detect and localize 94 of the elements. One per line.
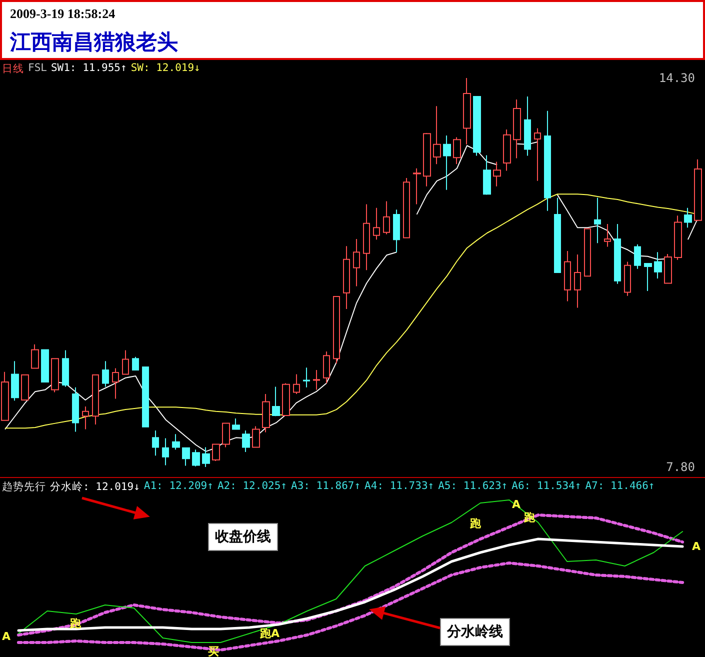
candlestick [303,367,310,388]
candlestick [684,207,692,228]
annotation: 分水岭线 [440,618,510,646]
text: 分水岭: 12.019↓ [50,480,140,494]
candlestick [493,161,501,187]
candlestick [102,360,109,388]
candlestick [634,244,641,270]
candlestick [182,447,190,466]
candlestick [664,253,672,284]
candlestick [423,132,431,187]
candlestick [463,78,471,145]
candlestick [162,438,169,466]
candlestick [232,418,240,430]
candlestick [453,136,461,165]
chart-title: 江西南昌猎狼老头 [10,28,178,56]
text: FSL [28,62,47,76]
candlestick [41,349,49,383]
text: A6: 11.534↑ [512,480,582,494]
candlestick [1,371,9,421]
candlestick [393,209,400,253]
candlestick [584,228,591,277]
chart-subtitle: 2009-3-19 18:58:24 [10,6,116,22]
candlestick [112,368,119,400]
candlestick [122,350,129,375]
candlestick [644,263,652,292]
candlestick [51,358,59,393]
y-tick-label: 14.30 [658,71,695,85]
annotation: 跑A [260,626,280,641]
candlestick [132,356,139,371]
candlestick [333,296,340,364]
chart-title: 趋势先行 [2,480,46,494]
candlestick [272,386,280,417]
candlestick [694,158,702,222]
candlestick [142,366,149,428]
candlestick [403,177,410,238]
candlestick [282,382,290,416]
annotation: 跑 [70,616,81,631]
candlestick [554,197,561,273]
text: A3: 11.867↑ [291,480,361,494]
candlestick [574,254,581,308]
candlestick [343,246,350,310]
y-tick-label: 7.80 [666,460,695,474]
text: A7: 11.466↑ [585,480,655,494]
candlestick [624,261,631,296]
candlestick [152,430,159,456]
candlestick [313,370,320,390]
candlestick [323,350,330,384]
candlestick [293,374,300,394]
candlestick [544,110,551,212]
annotation: 跑 [470,516,481,531]
text: A2: 12.025↑ [217,480,287,494]
candlestick [443,134,451,190]
text: A1: 12.209↑ [144,480,214,494]
candlestick [513,99,521,159]
candlestick [242,430,250,453]
candlestick [473,96,481,156]
candlestick [21,374,29,400]
candlestick [192,449,200,467]
annotation: 收盘价线 [208,523,278,551]
candlestick [564,250,571,302]
text: A4: 11.733↑ [364,480,434,494]
candlestick [72,386,79,432]
candlestick [373,207,380,240]
candlestick [503,128,511,172]
candlestick [413,168,421,205]
text: 日线 [2,62,24,76]
text: SW1: 11.955↑ [50,62,127,76]
candlestick [483,154,491,196]
candlestick [383,200,390,235]
candlestick [363,204,370,271]
annotation: A [692,540,701,553]
annotation: A [2,630,11,643]
candlestick [534,128,541,182]
candlestick [31,344,39,369]
candlestick [62,350,69,388]
text: A5: 11.623↑ [438,480,508,494]
candlestick [524,96,531,156]
candlestick [262,393,270,433]
candlestick [172,434,180,450]
candlestick [202,446,210,468]
candlestick [11,360,19,402]
candlestick [654,252,662,279]
candlestick [594,197,601,244]
candlestick [433,106,441,165]
candlestick [252,426,260,448]
candlestick [212,444,220,462]
candlestick [604,224,611,248]
candlestick [222,422,230,448]
candlestick [82,406,89,430]
text: SW: 12.019↓ [130,62,200,76]
candlestick [92,374,99,426]
candlestick [353,238,360,287]
candlestick [674,215,682,260]
candlestick [614,224,621,284]
